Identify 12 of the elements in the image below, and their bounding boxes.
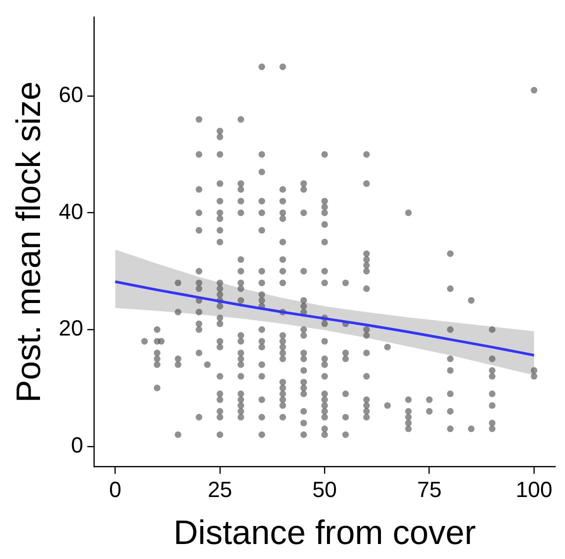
y-tick-label: 0 bbox=[71, 432, 84, 458]
x-tick-label: 100 bbox=[516, 477, 552, 502]
x-tick-label: 75 bbox=[417, 477, 442, 502]
x-tick-label: 0 bbox=[109, 477, 122, 502]
y-tick-label: 60 bbox=[58, 82, 84, 108]
y-tick-label: 40 bbox=[58, 198, 84, 224]
y-tick-label: 20 bbox=[58, 316, 84, 341]
line-series bbox=[114, 280, 536, 357]
x-tick-label: 50 bbox=[312, 477, 337, 502]
x-axis-title: Distance from cover bbox=[173, 514, 476, 552]
x-tick-label: 25 bbox=[208, 477, 232, 502]
y-axis-title: Post. mean flock size bbox=[10, 81, 48, 403]
